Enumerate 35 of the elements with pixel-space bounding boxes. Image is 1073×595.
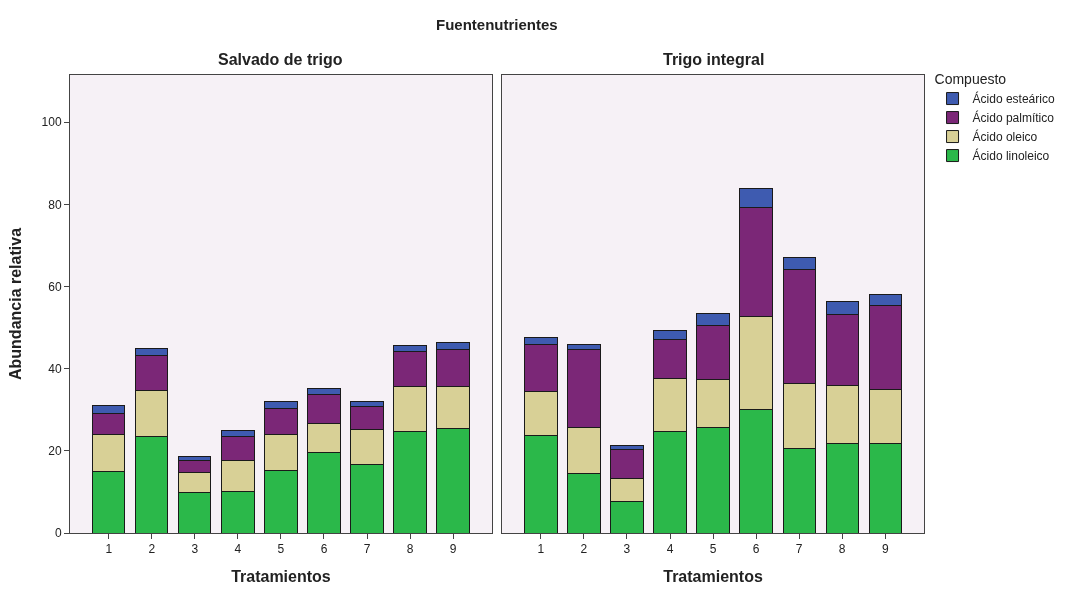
- x-tick-label: 6: [320, 542, 328, 557]
- x-tick-label: 4: [666, 542, 674, 557]
- x-axis-title: Tratamientos: [231, 568, 331, 586]
- x-tick-label: 3: [623, 542, 631, 557]
- x-tick-label: 3: [191, 542, 199, 557]
- x-tick-label: 1: [537, 542, 545, 557]
- y-tick-label: 80: [48, 197, 62, 212]
- x-tick-label: 8: [838, 542, 846, 557]
- x-tick-label: 8: [406, 542, 414, 557]
- x-tick-label: 5: [709, 542, 717, 557]
- x-tick-label: 9: [881, 542, 889, 557]
- x-tick-label: 6: [752, 542, 760, 557]
- x-tick-label: 7: [363, 542, 371, 557]
- x-tick-label: 2: [580, 542, 588, 557]
- y-tick-label: 40: [48, 361, 62, 376]
- x-tick-label: 1: [105, 542, 113, 557]
- x-tick-label: 5: [277, 542, 285, 557]
- legend-label: Ácido linoleico: [972, 148, 1050, 164]
- x-tick-label: 4: [234, 542, 242, 557]
- x-axis-title: Tratamientos: [663, 568, 763, 586]
- chart-title: Salvado de trigo: [218, 51, 343, 68]
- legend-label: Ácido oleico: [972, 129, 1038, 145]
- chart-title: Trigo integral: [663, 51, 765, 68]
- y-tick-label: 100: [41, 115, 62, 130]
- x-tick-label: 2: [148, 542, 156, 557]
- y-tick-label: 0: [54, 526, 62, 541]
- x-tick-label: 9: [449, 542, 457, 557]
- y-tick-label: 60: [48, 279, 62, 294]
- legend-label: Ácido esteárico: [972, 91, 1055, 107]
- x-tick-label: 7: [795, 542, 803, 557]
- text: Fuentenutrientes: [436, 16, 558, 33]
- legend-label: Ácido palmítico: [972, 110, 1055, 126]
- legend-title: Compuesto: [934, 71, 1007, 88]
- y-tick-label: 20: [48, 444, 62, 459]
- y-axis-title: Abundancia relativa: [7, 227, 25, 381]
